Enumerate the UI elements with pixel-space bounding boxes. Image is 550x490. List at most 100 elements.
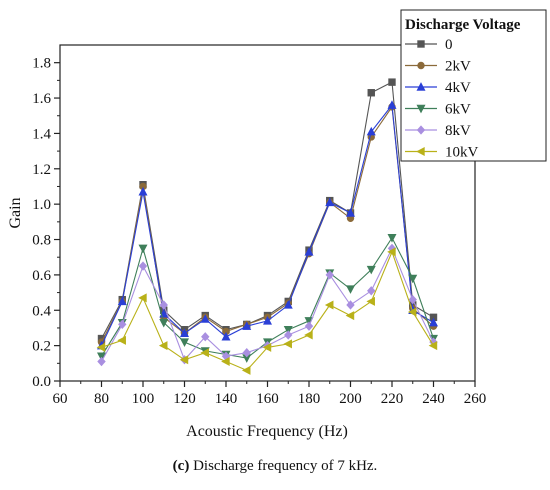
series-10kV <box>96 247 438 375</box>
y-axis-title: Gain <box>7 197 24 228</box>
x-tick-label: 180 <box>298 391 321 407</box>
x-tick-label: 60 <box>53 391 68 407</box>
data-point <box>97 352 106 362</box>
x-tick-label: 140 <box>215 391 238 407</box>
data-point <box>387 234 397 243</box>
data-point <box>263 316 272 325</box>
legend-item: 0 <box>405 37 453 53</box>
legend-box <box>400 9 547 162</box>
data-point <box>284 330 293 340</box>
data-point <box>324 300 334 310</box>
data-point <box>221 357 230 367</box>
y-tick-label: 0.2 <box>32 339 51 355</box>
data-point <box>283 339 292 349</box>
y-tick-label: 1.8 <box>32 56 51 72</box>
data-point <box>200 348 209 358</box>
data-point <box>367 286 376 296</box>
legend-marker <box>417 61 425 70</box>
figure-caption: (c) Discharge frequency of 7 kHz. <box>0 458 550 475</box>
chart: 60 80 100 120 140 160 180 200 220 240 260 0.00.20.… <box>7 9 547 440</box>
data-point <box>97 356 106 367</box>
y-tick-label: 1.0 <box>32 197 51 213</box>
data-point <box>283 300 293 309</box>
data-point <box>262 342 272 352</box>
y-axis: 0.0 0.2 0.4 0.6 0.8 1.0 1.2 1.4 1.6 1.8 <box>32 56 60 390</box>
data-point <box>429 317 438 327</box>
data-point <box>241 365 251 375</box>
legend-label: 10kV <box>445 145 479 161</box>
data-point <box>387 247 396 257</box>
data-point <box>180 328 189 337</box>
data-point <box>408 295 417 305</box>
x-tick-label: 120 <box>173 391 196 407</box>
x-tick-label: 80 <box>94 391 109 407</box>
x-axis: 60 80 100 120 140 160 180 200 220 240 260 <box>53 381 487 407</box>
data-point <box>242 321 252 330</box>
y-tick-label: 0.8 <box>32 233 51 249</box>
legend-label: 0 <box>445 37 453 53</box>
legend-item: 2kV <box>405 59 471 75</box>
data-point <box>179 355 189 365</box>
data-point <box>242 348 251 358</box>
data-point <box>366 126 376 136</box>
data-point <box>201 332 210 342</box>
data-point <box>366 265 376 275</box>
y-tick-label: 1.4 <box>32 126 51 142</box>
series-4kV <box>97 100 438 350</box>
data-point <box>346 300 355 310</box>
x-tick-label: 200 <box>339 391 362 407</box>
data-point <box>283 326 293 335</box>
data-point <box>346 208 355 217</box>
legend-item: 10kV <box>405 145 479 161</box>
caption-text: Discharge frequency of 7 kHz. <box>189 458 378 474</box>
data-point <box>159 300 168 310</box>
data-point <box>221 331 231 341</box>
legend-item: 4kV <box>405 80 471 96</box>
series-layer <box>96 78 438 375</box>
data-point <box>138 244 148 254</box>
data-point <box>408 274 418 284</box>
y-tick-label: 0.0 <box>32 374 51 390</box>
legend-label: 8kV <box>445 123 471 139</box>
data-point <box>158 341 168 351</box>
x-tick-label: 240 <box>422 391 445 407</box>
data-point <box>96 342 106 352</box>
data-point <box>325 197 335 207</box>
legend-label: 4kV <box>445 80 471 96</box>
legend-title: Discharge Voltage <box>405 17 521 33</box>
data-point <box>428 341 438 351</box>
legend-marker <box>416 125 426 135</box>
legend-marker <box>416 147 425 156</box>
y-tick-label: 0.6 <box>32 268 51 284</box>
data-point <box>138 261 148 271</box>
x-tick-label: 100 <box>132 391 155 407</box>
data-point <box>304 330 313 340</box>
data-point <box>118 319 127 330</box>
legend-label: 6kV <box>445 102 471 118</box>
data-point <box>304 321 314 331</box>
data-point <box>346 285 355 294</box>
data-point <box>367 89 375 97</box>
x-axis-title: Acoustic Frequency (Hz) <box>186 423 348 440</box>
y-tick-label: 0.4 <box>32 303 51 319</box>
legend-items: 0 2kV 4kV 6kV 8kV 10kV <box>405 37 479 161</box>
data-point <box>200 314 210 323</box>
y-tick-label: 1.6 <box>32 91 51 107</box>
y-tick-label: 1.2 <box>32 162 51 178</box>
data-point <box>138 293 147 303</box>
legend-marker <box>416 82 426 91</box>
data-point <box>304 247 314 256</box>
data-point <box>138 186 148 196</box>
data-point <box>325 270 334 280</box>
legend-label: 2kV <box>445 59 471 75</box>
data-point <box>407 307 417 317</box>
legend: Discharge Voltage 0 2kV 4kV 6kV 8kV 10kV <box>400 9 547 162</box>
legend-item: 6kV <box>405 102 471 118</box>
data-point <box>159 318 169 328</box>
data-point <box>366 296 375 306</box>
x-tick-label: 220 <box>381 391 404 407</box>
x-tick-label: 160 <box>256 391 279 407</box>
caption-label: (c) <box>172 458 190 474</box>
x-tick-label: 260 <box>464 391 487 407</box>
data-point <box>117 296 127 306</box>
